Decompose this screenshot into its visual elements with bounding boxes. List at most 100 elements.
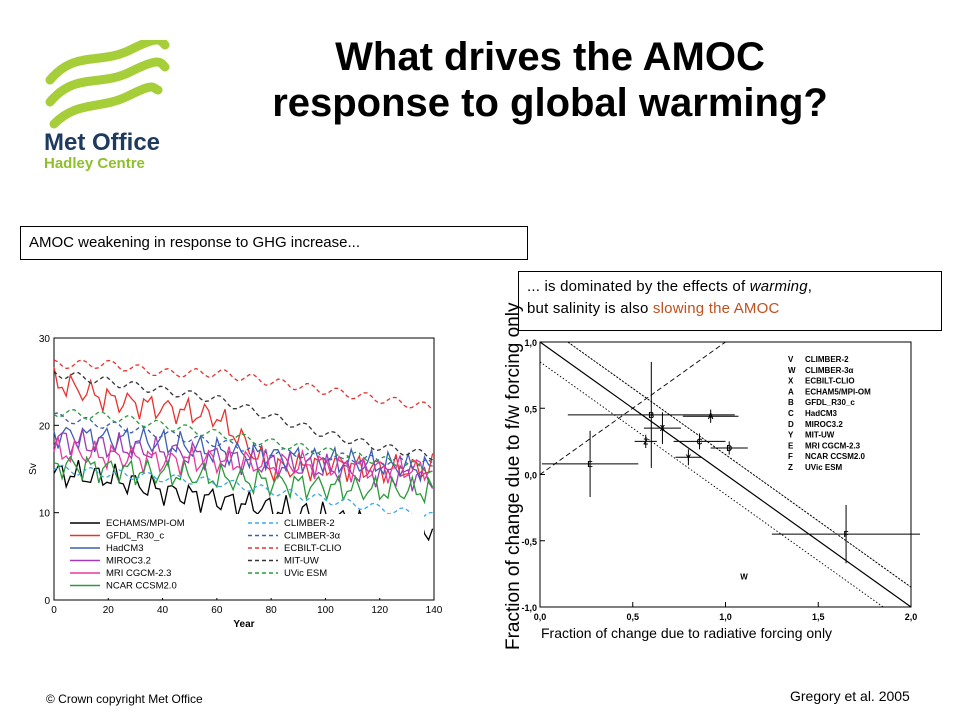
- x-tick-label: 80: [266, 605, 278, 616]
- legend-label: NCAR CCSM2.0: [106, 581, 177, 592]
- data-point-label: W: [740, 573, 748, 582]
- y-tick-label: 0,0: [524, 471, 537, 481]
- x-tick-label: 40: [157, 605, 169, 616]
- legend-label: ECHAM5/MPI-OM: [805, 387, 871, 396]
- x-tick-label: 100: [317, 605, 334, 616]
- x-tick-label: 1,0: [719, 612, 732, 622]
- series-line: [53, 359, 434, 411]
- legend-label: MIROC3.2: [106, 556, 151, 567]
- legend-code: Y: [788, 431, 794, 440]
- data-point-label: C: [697, 437, 703, 446]
- logo-line1: Met Office: [44, 129, 160, 156]
- x-tick-label: 140: [426, 605, 443, 616]
- y-tick-label: 10: [39, 509, 51, 520]
- data-point-label: B: [648, 411, 654, 420]
- reference-lines: [540, 342, 911, 607]
- annotation-box-2-line1: ... is dominated by the effects of warmi…: [527, 276, 933, 298]
- legend-code: W: [788, 366, 796, 375]
- box2-line1-text: ... is dominated by the effects of: [527, 278, 750, 295]
- title-line2: response to global warming?: [272, 81, 828, 125]
- legend-label: CLIMBER-2: [805, 355, 849, 364]
- citation: Gregory et al. 2005: [790, 688, 910, 704]
- reference-line: [540, 361, 884, 607]
- legend-label: CLIMBER-3α: [284, 531, 341, 542]
- x-tick-label: 0,0: [534, 612, 547, 622]
- legend-label: GFDL_R30_c: [805, 398, 855, 407]
- y-tick-label: -1,0: [521, 603, 537, 613]
- legend-label: ECHAMS/MPI-OM: [106, 518, 185, 529]
- annotation-box-2: ... is dominated by the effects of warmi…: [518, 271, 942, 331]
- legend-code: X: [788, 377, 794, 386]
- annotation-box-1: AMOC weakening in response to GHG increa…: [20, 226, 528, 260]
- series-line: [53, 428, 434, 492]
- reference-line: [567, 342, 911, 588]
- scatter-x-axis-label: Fraction of change due to radiative forc…: [541, 625, 833, 641]
- legend-code: B: [788, 398, 794, 407]
- x-tick-label: 0: [51, 605, 57, 616]
- legend-label: UVic ESM: [805, 463, 843, 472]
- x-tick-label: 1,5: [812, 612, 825, 622]
- legend-label: MIT-UW: [284, 556, 319, 567]
- box2-line1-italic: warming: [749, 278, 808, 295]
- reference-line: [540, 342, 726, 475]
- legend-label: CLIMBER-2: [284, 518, 335, 529]
- y-tick-label: 20: [39, 421, 51, 432]
- y-tick-label: 1,0: [524, 338, 537, 348]
- legend-code: A: [788, 387, 794, 396]
- legend-label: HadCM3: [805, 409, 838, 418]
- x-tick-label: 2,0: [905, 612, 918, 622]
- legend-code: C: [788, 409, 794, 418]
- legend-label: MRI CGCM-2.3: [805, 441, 861, 450]
- data-point-label: Y: [686, 453, 692, 462]
- series-line: [53, 412, 433, 468]
- y-tick-label: -0,5: [521, 537, 537, 547]
- title-line1: What drives the AMOC: [335, 35, 765, 79]
- legend-label: MIROC3.2: [805, 420, 843, 429]
- series-line: [53, 464, 433, 520]
- box2-line2-text: but salinity is also: [527, 300, 653, 317]
- series-line: [53, 455, 434, 505]
- series-line: [53, 436, 433, 484]
- box2-line1-end: ,: [807, 278, 813, 295]
- x-tick-label: 60: [211, 605, 223, 616]
- amoc-line-chart: 0 20 40 60 80 100 120 140 0 10 20 30 Year Sv ECHAMS/MP…: [28, 334, 443, 630]
- legend-code: V: [788, 355, 794, 364]
- legend-code: Z: [788, 463, 793, 472]
- logo-waves-icon: [45, 40, 170, 129]
- x-tick-label: 120: [371, 605, 388, 616]
- line-y-axis-label: Sv: [28, 463, 39, 475]
- box2-line2-highlight: slowing the AMOC: [652, 300, 780, 317]
- logo-line2: Hadley Centre: [44, 155, 145, 172]
- legend-code: E: [788, 441, 794, 450]
- data-point-label: Z: [643, 437, 648, 446]
- legend-label: MIT-UW: [805, 431, 835, 440]
- legend-code: D: [788, 420, 794, 429]
- legend-label: ECBILT-CLIO: [805, 377, 855, 386]
- slide-title: What drives the AMOC response to global …: [200, 34, 900, 126]
- line-x-axis-label: Year: [233, 619, 254, 630]
- legend-label: HadCM3: [106, 543, 144, 554]
- data-point-label: F: [844, 530, 849, 539]
- legend-label: CLIMBER-3α: [805, 366, 854, 375]
- legend-background: [64, 514, 424, 598]
- y-tick-label: 30: [39, 334, 51, 345]
- reference-line: [540, 342, 911, 607]
- y-tick-label: 0,5: [524, 404, 537, 414]
- data-point-label: D: [726, 444, 732, 453]
- legend-code: F: [788, 452, 793, 461]
- annotation-box-1-text: AMOC weakening in response to GHG increa…: [29, 234, 360, 251]
- legend-label: ECBILT-CLIO: [284, 543, 341, 554]
- scatter-y-axis-label: Fraction of change due to f/w forcing on…: [503, 302, 524, 650]
- x-tick-label: 20: [103, 605, 115, 616]
- y-tick-label: 0: [44, 596, 50, 607]
- series-line: [53, 409, 433, 474]
- data-point-label: X: [660, 424, 666, 433]
- forcing-scatter-chart: 0,0 0,5 1,0 1,5 2,01,00,50,0-0,5-1,0B AXZ CDYE…: [521, 338, 920, 622]
- x-tick-label: 0,5: [626, 612, 639, 622]
- legend-label: UVic ESM: [284, 568, 327, 579]
- legend-label: NCAR CCSM2.0: [805, 452, 866, 461]
- copyright-notice: © Crown copyright Met Office: [46, 692, 203, 706]
- data-point-label: A: [708, 412, 714, 421]
- met-office-logo: Met Office Hadley Centre: [44, 40, 170, 172]
